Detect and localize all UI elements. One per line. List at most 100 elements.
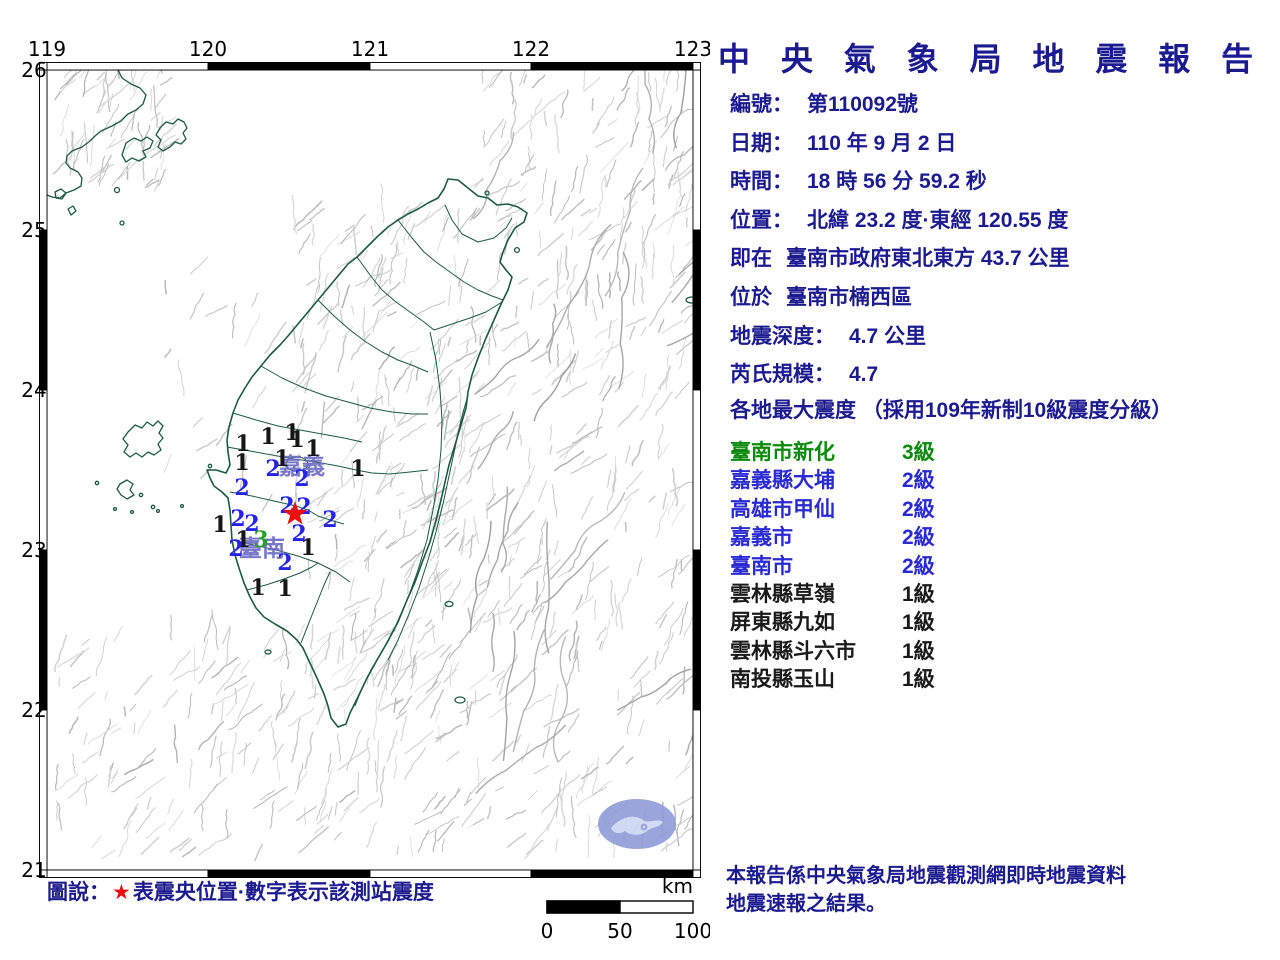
report-field-value: 臺南市政府東北東方 43.7 公里 xyxy=(786,247,1070,271)
report-field-row: 日期： 110 年 9 月 2 日 xyxy=(730,127,1070,166)
report-field-label: 芮氏規模： xyxy=(730,363,835,387)
report-field-row: 位置： 北緯 23.2 度·東經 120.55 度 xyxy=(730,204,1070,243)
china-coastline xyxy=(47,70,147,199)
station-name: 臺南市新化 xyxy=(730,441,835,464)
report-field-row: 地震深度： 4.7 公里 xyxy=(730,320,1070,359)
page-title: 中 央 氣 象 局 地 震 報 告 xyxy=(718,41,1265,77)
station-intensity-mark: 2 xyxy=(291,521,306,547)
station-row: 雲林縣草嶺 1級 xyxy=(730,578,1090,606)
station-row: 南投縣玉山 1級 xyxy=(730,663,1090,691)
station-intensity-mark: 1 xyxy=(235,431,250,457)
station-intensity-mark: 1 xyxy=(234,450,249,476)
station-name: 高雄市甲仙 xyxy=(730,497,835,521)
station-level: 1級 xyxy=(902,582,935,606)
station-intensity-mark: 2 xyxy=(244,511,259,537)
report-field-row: 即在 臺南市政府東北東方 43.7 公里 xyxy=(730,242,1070,281)
station-intensity-mark: 1 xyxy=(277,576,292,602)
station-row: 高雄市甲仙 2級 xyxy=(730,493,1090,521)
footnote-line-1: 本報告係中央氣象局地震觀測網即時地震資料 xyxy=(726,865,1126,887)
station-intensity-mark: 1 xyxy=(305,436,320,462)
station-name: 雲林縣草嶺 xyxy=(730,582,835,606)
report-field-value: 110 年 9 月 2 日 xyxy=(807,131,957,155)
longitude-tick-label: 123 xyxy=(674,37,710,61)
station-level: 1級 xyxy=(902,611,935,635)
station-intensity-mark: 1 xyxy=(212,512,227,538)
station-row: 嘉義縣大埔 2級 xyxy=(730,464,1090,492)
county-boundaries xyxy=(226,204,513,707)
report-field-label: 即在 xyxy=(730,247,772,271)
station-row: 臺南市 2級 xyxy=(730,550,1090,578)
station-intensity-mark: 1 xyxy=(250,575,265,601)
station-intensity-mark: 1 xyxy=(289,427,304,453)
map-frame xyxy=(39,62,701,878)
latitude-tick-label: 26 xyxy=(21,58,46,82)
latitude-tick-label: 25 xyxy=(21,218,46,242)
report-field-label: 時間： xyxy=(730,170,793,194)
city-label: 臺南 xyxy=(239,536,285,562)
station-intensity-mark: 2 xyxy=(228,536,243,562)
terrain-relief xyxy=(52,70,693,862)
station-intensity-mark: 1 xyxy=(284,420,299,446)
city-label: 嘉義 xyxy=(279,453,325,480)
report-field-label: 位置： xyxy=(730,208,793,232)
station-intensity-mark: 1 xyxy=(274,446,289,472)
penghu-islands xyxy=(122,420,164,458)
report-field-label: 日期： xyxy=(730,131,793,155)
report-field-label: 位於 xyxy=(730,285,772,309)
report-footnote: 本報告係中央氣象局地震觀測網即時地震資料 地震速報之結果。 xyxy=(726,862,1126,918)
scale-tick-label: 50 xyxy=(607,919,632,943)
map-legend: 圖說：★表震央位置·數字表示該測站震度 xyxy=(47,876,434,906)
station-row: 嘉義市 2級 xyxy=(730,521,1090,549)
station-intensity-mark: 2 xyxy=(234,475,249,501)
scale-unit-label: km xyxy=(662,874,693,898)
station-level: 1級 xyxy=(902,668,935,692)
station-row: 雲林縣斗六市 1級 xyxy=(730,635,1090,663)
station-name: 臺南市 xyxy=(730,554,793,578)
station-intensity-mark: 2 xyxy=(230,506,245,532)
station-intensity-mark: 1 xyxy=(300,535,315,561)
report-field-value: 18 時 56 分 59.2 秒 xyxy=(807,170,987,194)
station-name: 嘉義縣大埔 xyxy=(730,469,835,493)
station-name: 嘉義市 xyxy=(730,526,793,550)
station-intensity-mark: 1 xyxy=(260,424,275,450)
report-field-row: 芮氏規模： 4.7 xyxy=(730,358,1070,397)
report-fields: 編號： 第110092號 日期： 110 年 9 月 2 日時間： 18 時 56 分 … xyxy=(730,88,1070,397)
scale-tick-label: 100 xyxy=(674,919,710,943)
station-intensity-mark: 3 xyxy=(253,527,268,553)
station-level: 2級 xyxy=(902,497,935,521)
report-field-label: 編號： xyxy=(730,93,793,116)
station-name: 雲林縣斗六市 xyxy=(730,639,856,663)
longitude-tick-label: 120 xyxy=(189,37,227,61)
station-level: 2級 xyxy=(902,526,935,550)
report-field-label: 地震深度： xyxy=(730,324,835,348)
station-intensity-mark: 2 xyxy=(294,466,309,492)
station-level: 2級 xyxy=(902,554,935,578)
longitude-tick-label: 121 xyxy=(351,37,389,61)
report-field-value: 北緯 23.2 度·東經 120.55 度 xyxy=(807,208,1069,232)
report-field-row: 編號： 第110092號 xyxy=(730,88,1070,127)
legend-text: 表震央位置·數字表示該測站震度 xyxy=(132,881,434,904)
legend-epicenter-star-glyph: ★ xyxy=(112,881,131,904)
station-intensity-mark: 2 xyxy=(322,507,337,533)
latitude-tick-label: 23 xyxy=(21,538,46,562)
report-field-row: 時間： 18 時 56 分 59.2 秒 xyxy=(730,165,1070,204)
longitude-tick-label: 122 xyxy=(512,37,550,61)
station-intensity-mark: 2 xyxy=(265,456,280,482)
footnote-line-2: 地震速報之結果。 xyxy=(726,893,886,915)
report-field-value: 4.7 公里 xyxy=(849,324,927,348)
station-row: 臺南市新化 3級 xyxy=(730,436,1090,464)
intensity-section-header: 各地最大震度 （採用109年新制10級震度分級） xyxy=(730,399,1173,422)
latitude-tick-label: 21 xyxy=(21,858,46,882)
station-level: 1級 xyxy=(902,639,935,663)
station-level: 2級 xyxy=(902,469,935,493)
station-row: 屏東縣九如 1級 xyxy=(730,606,1090,634)
taiwan-coastline xyxy=(206,178,528,728)
station-intensity-mark: 2 xyxy=(277,550,292,576)
report-field-value: 第110092號 xyxy=(807,93,918,116)
scale-tick-label: 0 xyxy=(541,919,554,943)
station-intensity-mark: 1 xyxy=(350,456,365,482)
latitude-tick-label: 24 xyxy=(21,378,46,402)
